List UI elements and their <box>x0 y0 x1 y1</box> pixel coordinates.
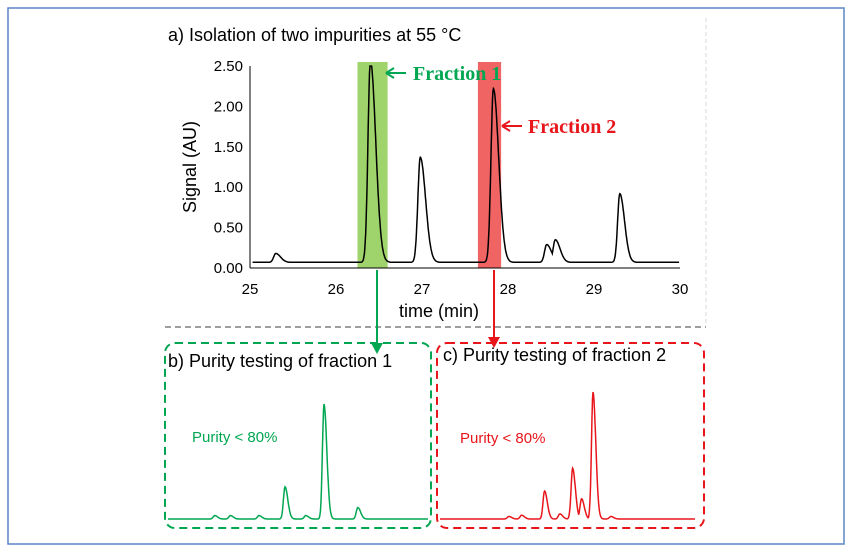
panel-c-title: c) Purity testing of fraction 2 <box>443 345 666 365</box>
panel-b-title: b) Purity testing of fraction 1 <box>168 351 392 371</box>
x-tick-label: 28 <box>500 281 517 298</box>
panel-a-title: a) Isolation of two impurities at 55 °C <box>168 25 461 45</box>
outer-frame <box>7 7 845 545</box>
y-tick-label: 0.00 <box>214 260 243 277</box>
fraction-1-callout: Fraction 1 <box>385 63 501 85</box>
panel-c: c) Purity testing of fraction 2 Purity <… <box>436 342 705 529</box>
y-tick-label: 0.50 <box>214 220 243 237</box>
fraction-2-pointer-head <box>501 120 511 132</box>
fraction-1-label: Fraction 1 <box>413 63 501 85</box>
y-tick-label: 1.50 <box>214 139 243 156</box>
fraction-2-callout: Fraction 2 <box>501 116 616 138</box>
x-tick-label: 27 <box>414 281 431 298</box>
fraction-highlights <box>357 62 502 268</box>
x-axis-label: time (min) <box>399 301 479 321</box>
x-tick-labels: 25 26 27 28 29 30 <box>242 281 689 298</box>
y-tick-label: 2.00 <box>214 98 243 115</box>
fraction-2-band <box>477 62 502 268</box>
panel-b-annotation: Purity < 80% <box>192 429 277 446</box>
panel-c-box <box>436 342 705 529</box>
y-tick-label: 2.50 <box>214 58 243 75</box>
chromatogram-trace <box>252 65 680 264</box>
panel-c-trace <box>440 391 695 520</box>
panel-b-box <box>164 342 432 529</box>
fraction-2-label: Fraction 2 <box>528 116 616 138</box>
fraction-1-pointer-head <box>385 67 395 79</box>
panel-a: a) Isolation of two impurities at 55 °C … <box>168 25 688 354</box>
y-tick-label: 1.00 <box>214 179 243 196</box>
y-tick-labels: 0.00 0.50 1.00 1.50 2.00 2.50 <box>214 58 243 277</box>
y-axis-label: Signal (AU) <box>180 121 200 213</box>
fraction-1-down-arrowhead <box>371 343 383 354</box>
panel-b-trace <box>168 403 428 520</box>
panel-b: b) Purity testing of fraction 1 Purity <… <box>164 342 432 529</box>
fraction-1-band <box>357 62 388 268</box>
x-tick-label: 30 <box>672 281 689 298</box>
panel-c-annotation: Purity < 80% <box>460 430 545 447</box>
x-tick-label: 25 <box>242 281 259 298</box>
x-tick-label: 29 <box>586 281 603 298</box>
x-tick-label: 26 <box>328 281 345 298</box>
